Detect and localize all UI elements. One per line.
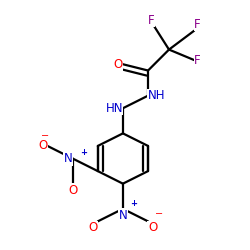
Text: O: O	[68, 184, 77, 197]
Text: +: +	[130, 199, 137, 208]
Text: N: N	[118, 209, 127, 222]
Text: O: O	[148, 221, 157, 234]
Text: O: O	[88, 221, 98, 234]
Text: F: F	[194, 54, 201, 66]
Text: F: F	[148, 14, 154, 26]
Text: −: −	[41, 131, 49, 141]
Text: HN: HN	[106, 102, 123, 115]
Text: F: F	[194, 18, 201, 31]
Text: N: N	[64, 152, 72, 165]
Text: NH: NH	[148, 89, 166, 102]
Text: O: O	[114, 58, 123, 71]
Text: −: −	[156, 209, 164, 219]
Text: +: +	[80, 148, 87, 158]
Text: O: O	[38, 140, 48, 152]
